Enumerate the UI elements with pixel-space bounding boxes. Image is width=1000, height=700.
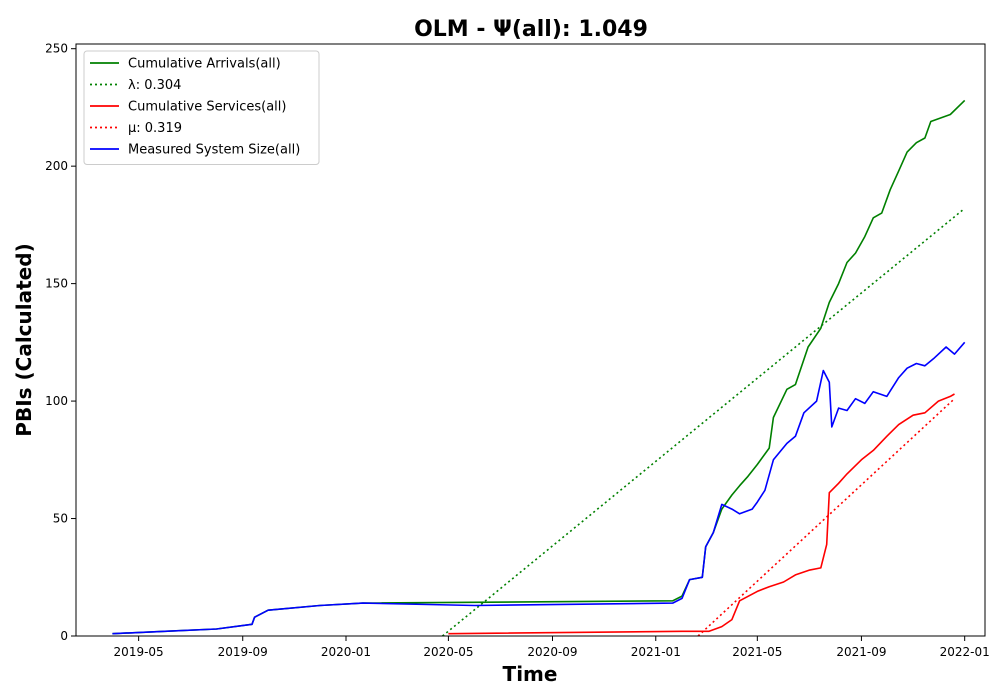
series-line-3 xyxy=(697,398,956,636)
x-tick-label: 2019-05 xyxy=(114,645,164,659)
x-tick-label: 2021-05 xyxy=(732,645,782,659)
y-tick-label: 250 xyxy=(45,42,68,56)
legend-label: λ: 0.304 xyxy=(128,78,181,93)
chart-title: OLM - Ψ(all): 1.049 xyxy=(414,17,648,42)
legend-label: Cumulative Services(all) xyxy=(128,100,286,115)
x-axis-ticks: 2019-05 2019-09 2020-01 2020-05 2020-09 2021-… xyxy=(114,636,990,659)
plot-lines xyxy=(112,99,966,636)
x-tick-label: 2020-01 xyxy=(321,645,371,659)
y-tick-label: 0 xyxy=(60,629,68,643)
x-tick-label: 2019-09 xyxy=(218,645,268,659)
x-tick-label: 2021-09 xyxy=(836,645,886,659)
series-line-4 xyxy=(112,341,966,635)
x-tick-label: 2020-05 xyxy=(423,645,473,659)
plot-frame xyxy=(75,43,986,637)
x-tick-label: 2021-01 xyxy=(631,645,681,659)
x-tick-label: 2022-01 xyxy=(940,645,990,659)
series-line-2 xyxy=(448,393,955,635)
legend: Cumulative Arrivals(all) λ: 0.304 Cumulati… xyxy=(83,50,320,165)
y-tick-label: 150 xyxy=(45,277,68,291)
legend-label: Measured System Size(all) xyxy=(128,143,300,158)
x-tick-label: 2020-09 xyxy=(527,645,577,659)
legend-label: Cumulative Arrivals(all) xyxy=(128,57,281,72)
x-axis-title: Time xyxy=(503,662,558,686)
y-tick-label: 50 xyxy=(53,512,68,526)
y-tick-label: 100 xyxy=(45,394,68,408)
y-axis-title: PBIs (Calculated) xyxy=(12,243,36,436)
y-tick-label: 200 xyxy=(45,159,68,173)
legend-label: μ: 0.319 xyxy=(128,121,182,136)
y-axis-ticks: 0 50 100 150 200 250 xyxy=(45,42,76,643)
legend-box xyxy=(83,50,320,165)
